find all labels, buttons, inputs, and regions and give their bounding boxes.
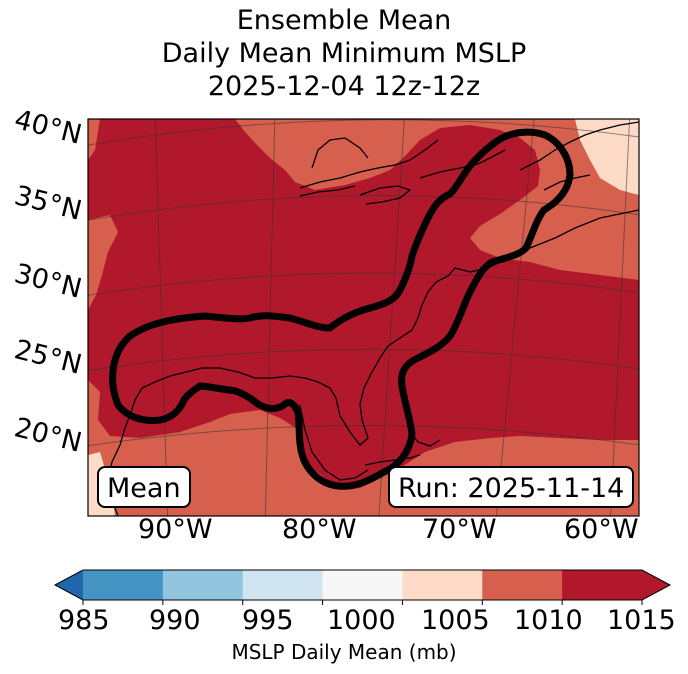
field-1010-northeast bbox=[235, 119, 639, 280]
map-frame bbox=[87, 118, 640, 517]
colorbar bbox=[53, 569, 672, 605]
title-line-1: Ensemble Mean bbox=[236, 5, 452, 36]
colorbar-tick-label: 1000 bbox=[327, 605, 396, 636]
colorbar-title: MSLP Daily Mean (mb) bbox=[231, 640, 457, 664]
title-line-3: 2025-12-04 12z-12z bbox=[207, 71, 481, 102]
colorbar-over-arrow bbox=[642, 570, 670, 600]
colorbar-segment bbox=[83, 570, 164, 600]
lon-label-70w: 70°W bbox=[422, 514, 497, 545]
colorbar-tick-label: 1010 bbox=[514, 605, 583, 636]
colorbar-segment bbox=[482, 570, 563, 600]
field-1010-northwest bbox=[88, 119, 100, 160]
colorbar-segment bbox=[402, 570, 483, 600]
colorbar-segment bbox=[322, 570, 403, 600]
colorbar-tick-label: 1015 bbox=[607, 605, 676, 636]
coastlines bbox=[107, 121, 639, 516]
run-date-box: Run: 2025-11-14 bbox=[388, 466, 635, 508]
lon-label-80w: 80°W bbox=[282, 514, 357, 545]
field-1010-west bbox=[88, 215, 118, 310]
ensemble-contour bbox=[109, 128, 574, 490]
colorbar-segment bbox=[162, 570, 244, 600]
colorbar-tick-label: 990 bbox=[149, 605, 201, 636]
colorbar-under-arrow bbox=[55, 570, 83, 600]
field-1005-northeast bbox=[575, 119, 639, 195]
colorbar-tick-label: 995 bbox=[242, 605, 294, 636]
lon-label-90w: 90°W bbox=[138, 514, 213, 545]
lon-label-60w: 60°W bbox=[564, 514, 639, 545]
colorbar-segment bbox=[562, 570, 643, 600]
title-line-2: Daily Mean Minimum MSLP bbox=[161, 38, 527, 69]
colorbar-tick-label: 985 bbox=[58, 605, 110, 636]
mean-label-box: Mean bbox=[97, 466, 191, 508]
colorbar-segment bbox=[242, 570, 324, 600]
colorbar-tick-label: 1005 bbox=[421, 605, 490, 636]
